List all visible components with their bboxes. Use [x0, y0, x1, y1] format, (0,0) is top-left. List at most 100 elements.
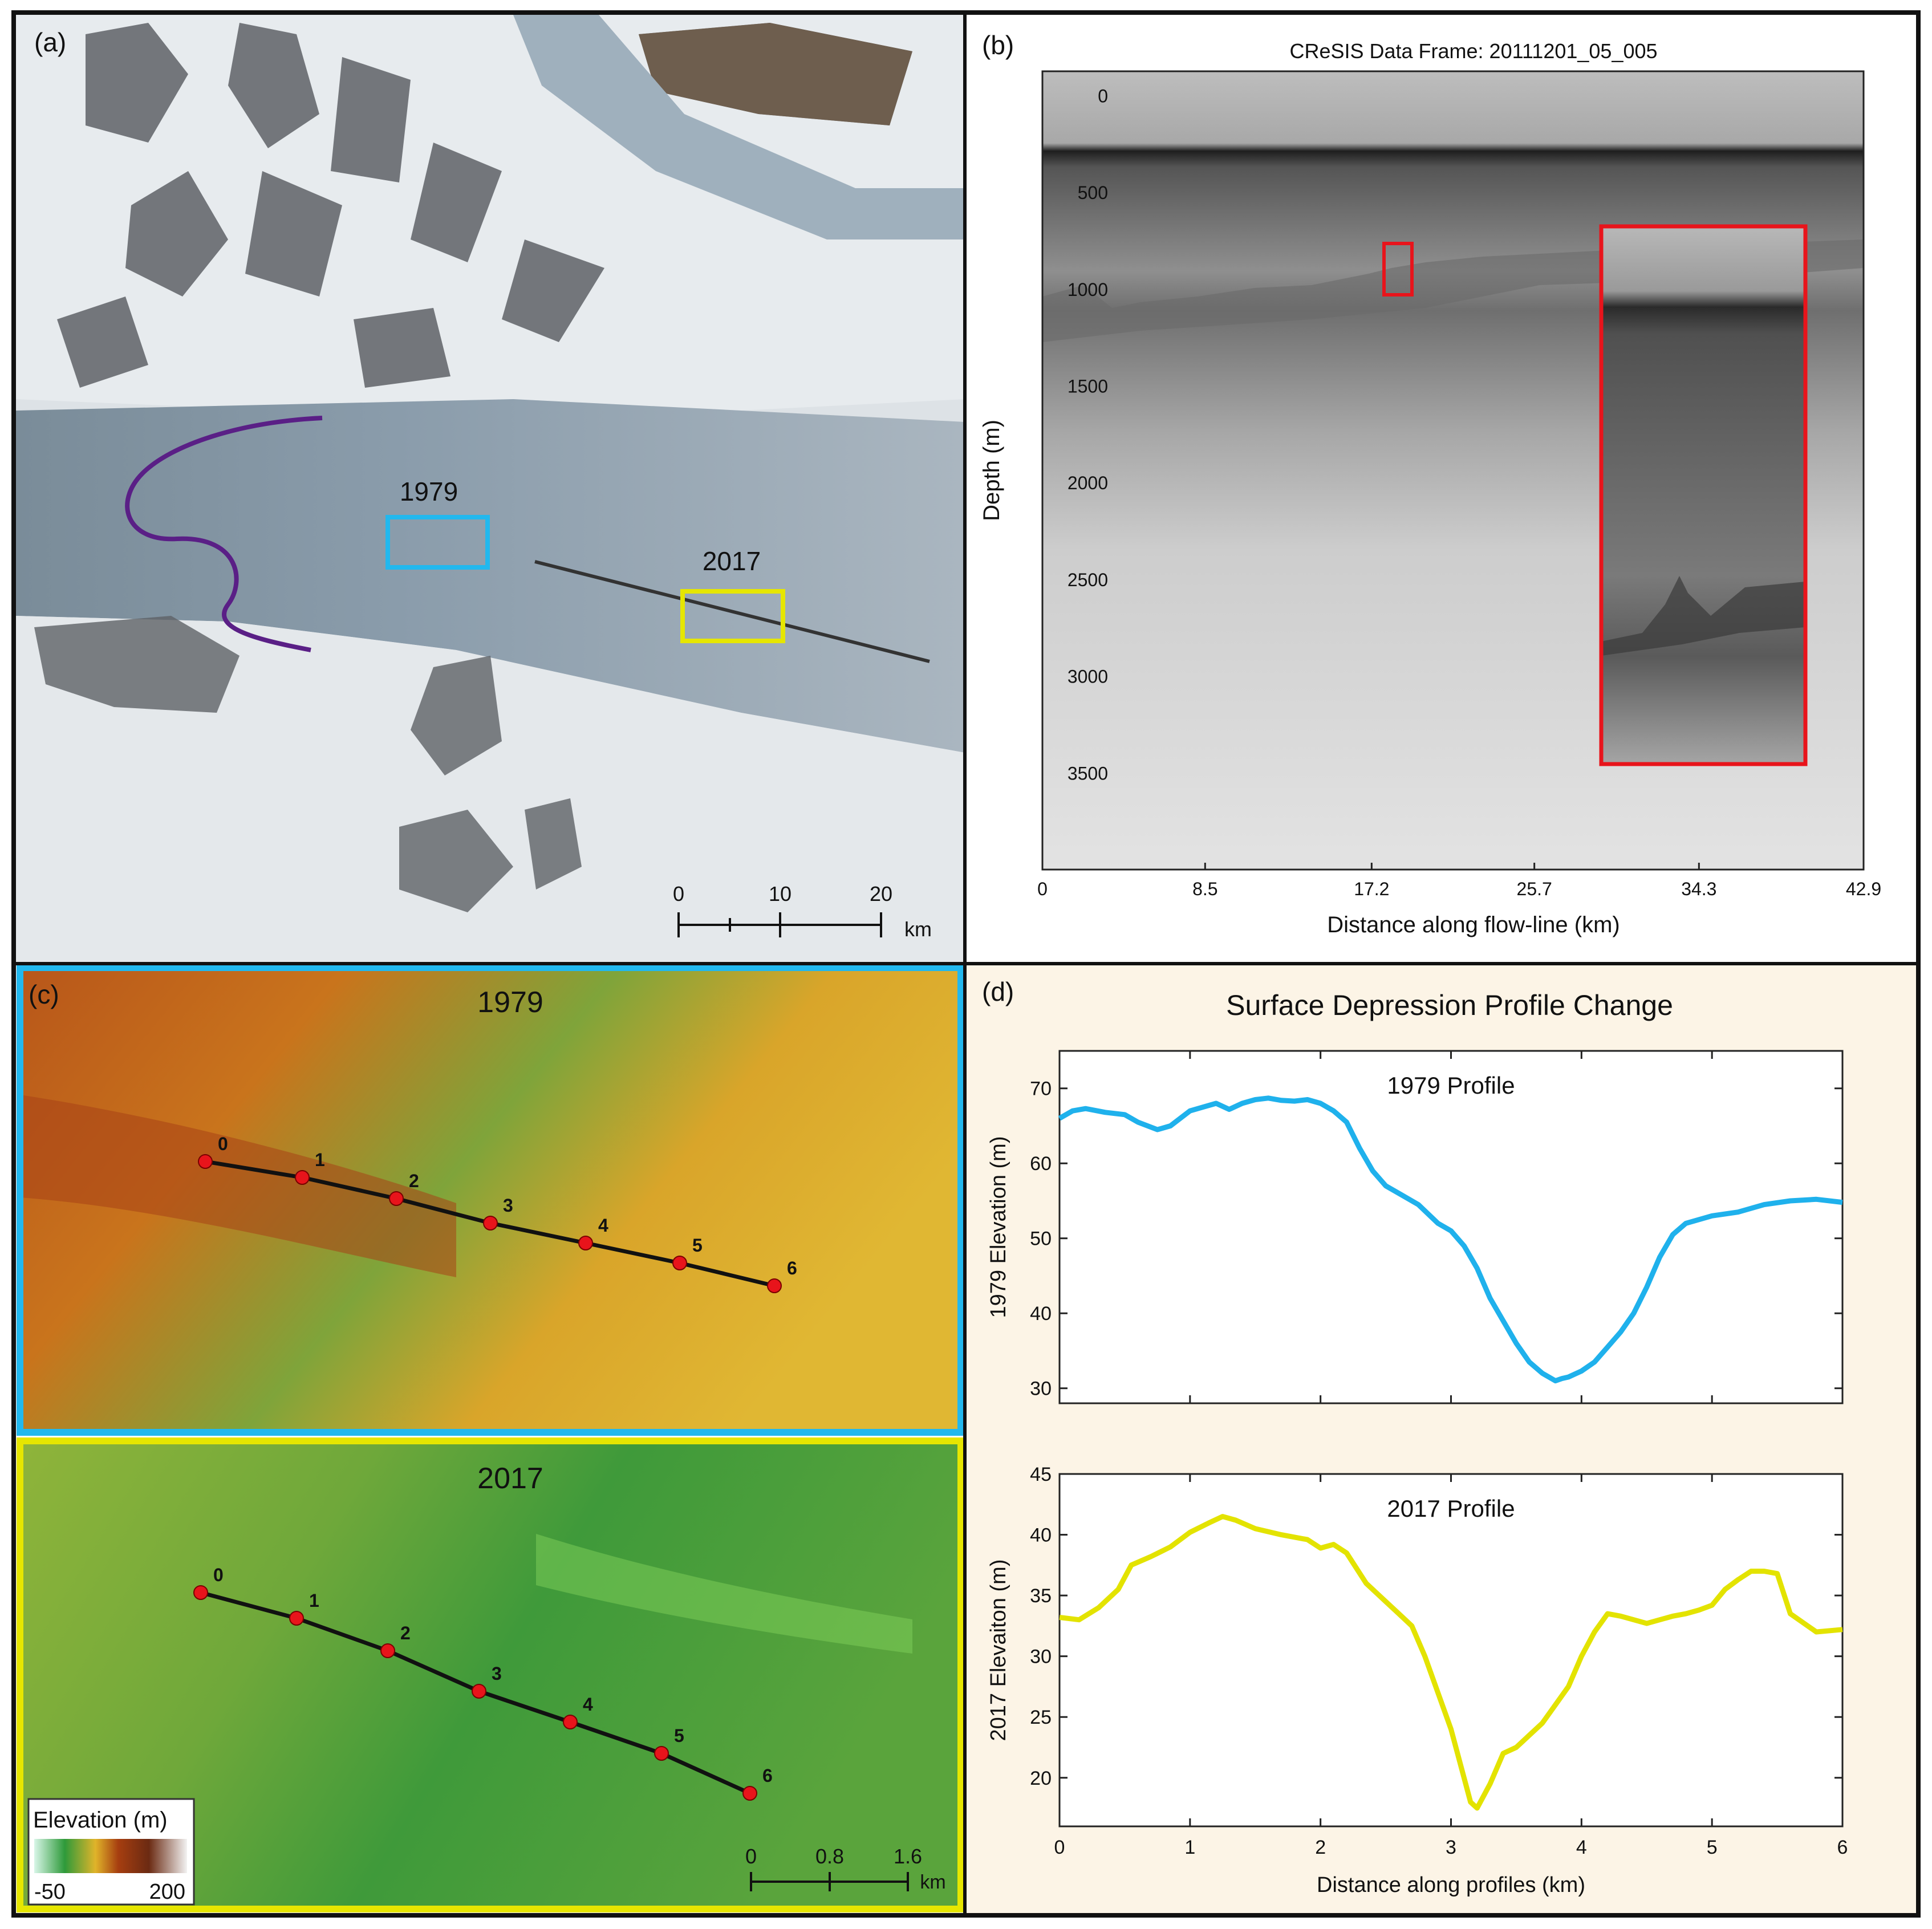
profile-points: 0 1 2 3 4 5 6 0 1 2 3 4 5 6 [193, 1134, 797, 1801]
ytick-label: 40 [1030, 1525, 1052, 1546]
dem-2017-feature [536, 1534, 912, 1654]
profile-point-label: 1 [315, 1150, 325, 1170]
panel-label-b: (b) [982, 30, 1014, 60]
scale-bar-c: 0 0.8 1.6 km [745, 1845, 946, 1893]
radar-xtick-label: 17.2 [1354, 879, 1389, 899]
rock-brown-north [639, 23, 912, 125]
xtick-label: 2 [1315, 1837, 1326, 1858]
ytick-label: 70 [1030, 1078, 1052, 1100]
panel-d: (d) Surface Depression Profile Change 30… [965, 964, 1916, 1913]
profile-point-label: 5 [674, 1725, 684, 1746]
profile-panel-title: Surface Depression Profile Change [1226, 989, 1673, 1021]
xtick-label: 5 [1707, 1837, 1718, 1858]
radar-inset-feature [1601, 576, 1805, 656]
panel-label-d: (d) [982, 977, 1014, 1006]
series-line [1059, 1514, 1843, 1811]
chart-ylabel: 1979 Elevation (m) [987, 1136, 1010, 1318]
radar-axis-ticks: 0 8.5 17.2 25.7 34.3 42.9 0 500 1000 1500 2000 2500… [1037, 86, 1881, 899]
profile-point [389, 1191, 404, 1206]
glacier-trunk [16, 399, 965, 753]
elevation-legend-title: Elevation (m) [33, 1808, 168, 1833]
radar-xtick-label: 25.7 [1517, 879, 1552, 899]
scale-tick-c-1: 0.8 [815, 1845, 844, 1868]
profile-point-label: 0 [213, 1565, 224, 1585]
profile-point-label: 4 [583, 1694, 593, 1715]
profile-point-label: 2 [400, 1623, 411, 1643]
profile-point-label: 6 [787, 1258, 797, 1278]
radar-plot-frame [1041, 70, 1865, 871]
scale-tick-c-2: 1.6 [894, 1845, 922, 1868]
box-2017 [680, 589, 785, 643]
ytick-label: 25 [1030, 1707, 1052, 1728]
profile-point [742, 1786, 757, 1801]
radar-xtick-label: 42.9 [1846, 879, 1881, 899]
ytick-label: 20 [1030, 1768, 1052, 1789]
profile-point [193, 1585, 208, 1600]
profile-point [563, 1715, 578, 1729]
profile-point-label: 3 [492, 1663, 502, 1684]
scale-bar-a: 0 10 20 km [673, 882, 932, 941]
profile-point [289, 1611, 304, 1626]
ytick-label: 35 [1030, 1585, 1052, 1607]
rock-outcrops-north [57, 23, 912, 388]
radar-ytick-label: 1500 [1068, 376, 1108, 397]
xtick-label: 1 [1184, 1837, 1195, 1858]
profile-point [198, 1154, 213, 1169]
profile-point-label: 0 [218, 1134, 228, 1154]
profile-point-label: 2 [409, 1171, 419, 1191]
profile-point-label: 5 [692, 1235, 703, 1256]
plot-area [1058, 1473, 1844, 1828]
ytick-label: 50 [1030, 1228, 1052, 1250]
xtick-label: 3 [1446, 1837, 1456, 1858]
scale-tick-a-0: 0 [673, 882, 684, 905]
chart-1979-profile: 30 40 50 60 70 1979 Profile 1979 Elevation (m) [987, 1050, 1844, 1404]
profile-point-label: 3 [503, 1195, 513, 1216]
ytick-label: 40 [1030, 1303, 1052, 1325]
radar-ytick-label: 0 [1098, 86, 1108, 106]
scale-tick-c-0: 0 [745, 1845, 757, 1868]
dem-2017-frame [17, 1437, 964, 1912]
radar-xtick-label: 34.3 [1681, 879, 1716, 899]
elevation-legend-max: 200 [149, 1880, 185, 1904]
profile-point [483, 1216, 498, 1231]
profile-point-label: 1 [309, 1590, 319, 1611]
profile-point [767, 1278, 782, 1293]
scale-unit-a: km [904, 917, 932, 941]
box-2017-label: 2017 [703, 546, 761, 576]
plot-area [1058, 1050, 1844, 1404]
radar-ytick-label: 2000 [1068, 473, 1108, 493]
radar-xtick-label: 8.5 [1192, 879, 1217, 899]
flowline [534, 560, 930, 663]
xtick-label: 6 [1837, 1837, 1848, 1858]
ytick-label: 30 [1030, 1646, 1052, 1668]
radar-ytick-label: 3000 [1068, 667, 1108, 687]
series-line [1058, 1095, 1843, 1384]
panel-a: 1979 2017 0 10 20 km (a) [16, 15, 965, 964]
radar-inset-frame [1599, 224, 1808, 766]
ytick-label: 30 [1030, 1378, 1052, 1400]
chart-title: 1979 Profile [1387, 1072, 1515, 1099]
radar-ylabel: Depth (m) [979, 420, 1004, 521]
dem-1979-ridge [20, 1095, 456, 1277]
radar-ytick-label: 3500 [1068, 763, 1108, 783]
dem-1979-title: 1979 [477, 986, 543, 1019]
profile-point [295, 1170, 310, 1185]
scale-unit-c: km [920, 1871, 945, 1893]
panel-b: (b) CReSIS Data Frame: 20111201_05_005 0… [965, 15, 1916, 964]
radar-ytick-label: 2500 [1068, 570, 1108, 590]
scale-tick-a-2: 20 [870, 882, 892, 905]
scale-tick-a-1: 10 [769, 882, 792, 905]
panel-c: 1979 2017 0 1 2 3 4 5 6 0 1 2 3 4 5 6 Elevation (m) -… [16, 964, 965, 1913]
radar-highlight-box [1382, 242, 1414, 297]
dem-1979-frame [17, 964, 964, 1436]
glacier-tributary [513, 15, 965, 239]
dem-2017-title: 2017 [477, 1462, 543, 1495]
profile-point [472, 1684, 486, 1699]
profile-point [380, 1643, 395, 1658]
radar-ytick-label: 1000 [1068, 279, 1108, 300]
xtick-label: 0 [1054, 1837, 1065, 1858]
box-1979 [385, 515, 490, 570]
radar-title: CReSIS Data Frame: 20111201_05_005 [1289, 39, 1657, 63]
